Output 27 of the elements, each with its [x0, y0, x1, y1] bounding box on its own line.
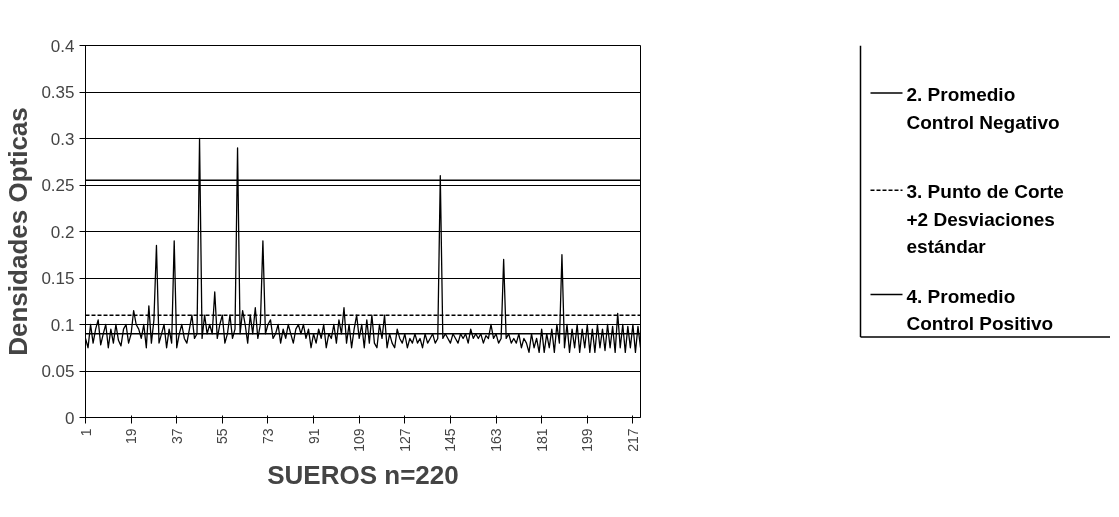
x-tick-label: 1: [77, 428, 94, 437]
x-axis-title: SUEROS n=220: [267, 459, 459, 490]
x-tick-label: 181: [533, 428, 550, 452]
y-tick-label: 0.15: [41, 269, 75, 288]
x-tick-label: 19: [123, 428, 140, 445]
y-tick-label: 0.2: [50, 222, 75, 242]
y-tick-label: 0.4: [50, 36, 75, 56]
y-tick-label: 0.3: [50, 129, 75, 149]
x-tick-label: 37: [168, 428, 185, 445]
y-tick-label: 0: [65, 408, 75, 428]
x-tick-label: 145: [442, 428, 459, 452]
y-axis-title: Densidades Opticas: [3, 107, 34, 356]
legend-label: 2. Promedio Control Negativo: [906, 84, 1060, 133]
legend-label: 3. Punto de Corte +2 Desviaciones estándar: [906, 181, 1064, 258]
x-tick-label: 73: [259, 428, 276, 445]
y-tick-label: 0.1: [50, 315, 75, 335]
y-tick-label: 0.25: [41, 176, 75, 195]
x-tick-label: 199: [579, 428, 596, 452]
y-tick-label: 0.05: [41, 362, 75, 381]
x-tick-label: 55: [214, 428, 231, 445]
x-tick-label: 217: [624, 428, 641, 452]
x-tick-label: 163: [488, 428, 505, 452]
x-tick-label: 109: [351, 428, 368, 452]
y-tick-label: 0.35: [41, 83, 75, 102]
x-tick-label: 127: [396, 428, 413, 452]
x-tick-label: 91: [305, 428, 322, 445]
legend-label: 4. Promedio Control Positivo: [906, 285, 1054, 335]
